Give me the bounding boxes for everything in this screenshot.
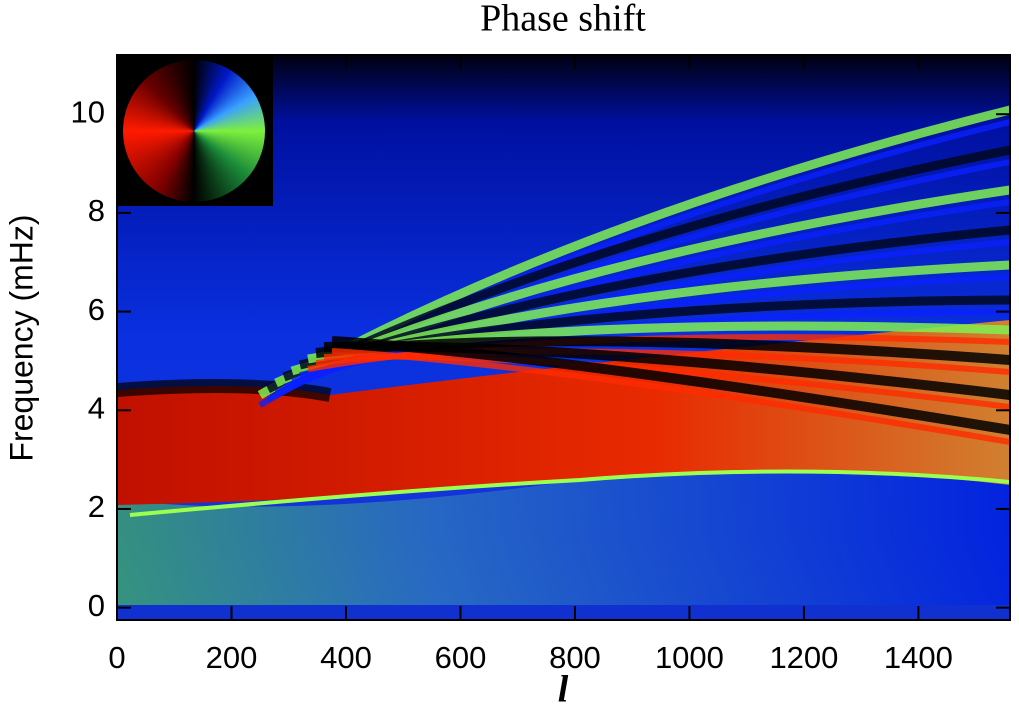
y-axis-label: Frequency (mHz) — [3, 214, 39, 461]
x-tick-label: 1200 — [769, 640, 838, 675]
chart-title: Phase shift — [480, 0, 646, 40]
x-tick-label: 600 — [435, 640, 487, 675]
ridge — [331, 336, 1010, 435]
y-tick-label: 6 — [88, 292, 105, 327]
x-tick-label: 1400 — [884, 640, 953, 675]
color-wheel-disc — [123, 60, 265, 202]
x-tick-label: 400 — [320, 640, 372, 675]
y-tick-label: 10 — [71, 94, 105, 129]
y-tick-label: 8 — [88, 193, 105, 228]
y-tick-label: 0 — [88, 588, 105, 623]
x-axis-label: l — [558, 669, 569, 711]
ridge-edge — [331, 348, 1010, 445]
x-tick-label: 0 — [108, 640, 125, 675]
plot-frame — [116, 54, 1011, 621]
x-tick-label: 200 — [206, 640, 258, 675]
x-tick-label: 800 — [549, 640, 601, 675]
heatmap-image — [117, 55, 1010, 620]
x-tick-label: 1000 — [655, 640, 724, 675]
y-tick-label: 4 — [88, 390, 105, 425]
y-tick-label: 2 — [88, 489, 105, 524]
phase-color-wheel — [117, 55, 273, 206]
